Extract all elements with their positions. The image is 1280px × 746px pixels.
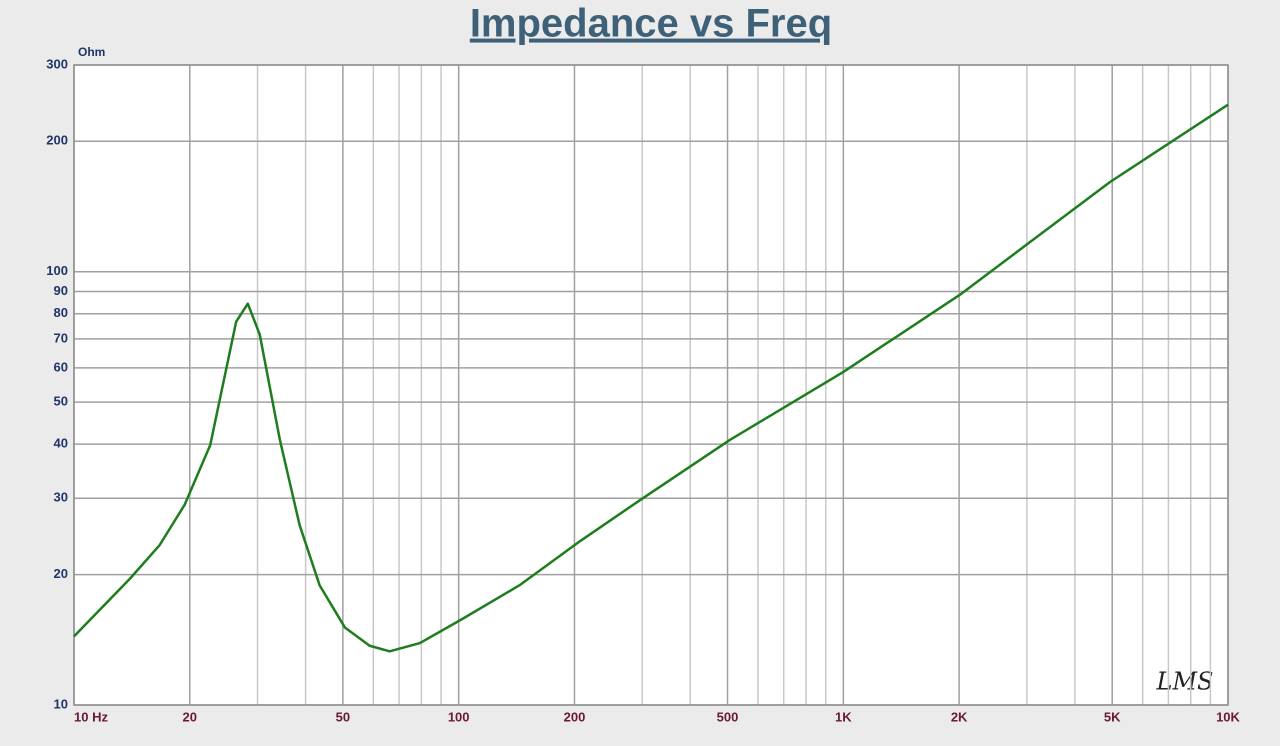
x-tick-label: 100 [448,709,470,724]
x-tick-label: 5K [1104,709,1121,724]
watermark: LMS [1156,668,1214,696]
y-tick-label: 10 [54,696,68,711]
y-tick-label: 30 [54,490,68,505]
y-tick-label: 200 [46,133,68,148]
x-tick-label: 10K [1216,709,1240,724]
y-tick-label: 50 [54,394,68,409]
x-tick-label: 500 [717,709,739,724]
chart-title: Impedance vs Freq [470,2,832,46]
x-tick-label: 200 [564,709,586,724]
plot-border [73,64,1229,706]
x-tick-label: 10 Hz [74,709,108,724]
y-axis-label: Ohm [78,45,105,59]
x-tick-label: 50 [336,709,350,724]
x-tick-label: 1K [835,709,852,724]
x-tick-label: 20 [183,709,197,724]
x-tick-label: 2K [951,709,968,724]
y-tick-label: 100 [46,263,68,278]
y-tick-label: 300 [46,56,68,71]
y-tick-label: 90 [54,283,68,298]
y-tick-label: 40 [54,436,68,451]
y-tick-label: 80 [54,305,68,320]
y-tick-label: 20 [54,566,68,581]
y-tick-label: 70 [54,330,68,345]
plot-area [74,65,1228,705]
data-line [73,103,1229,653]
y-tick-label: 60 [54,359,68,374]
